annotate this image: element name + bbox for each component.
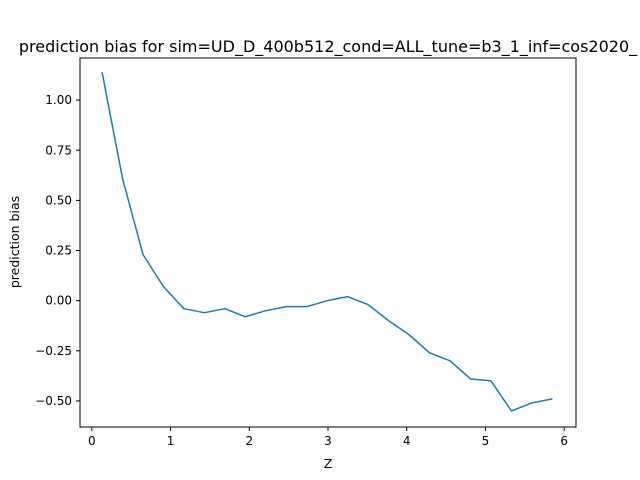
y-tick-label: 0.50: [45, 193, 72, 207]
x-tick-label: 4: [403, 434, 411, 448]
chart-title: prediction bias for sim=UD_D_400b512_con…: [19, 37, 638, 57]
x-tick-label: 1: [167, 434, 175, 448]
series-line: [101, 71, 553, 412]
x-tick-label: 5: [482, 434, 490, 448]
y-tick-label: 0.25: [45, 244, 72, 258]
x-tick-label: 3: [324, 434, 332, 448]
plot-area-frame: [79, 57, 577, 428]
y-tick-label: −0.25: [35, 344, 72, 358]
y-tick-label: 0.75: [45, 143, 72, 157]
y-tick-label: −0.50: [35, 394, 72, 408]
x-tick-label: 2: [245, 434, 253, 448]
x-tick-label: 6: [560, 434, 568, 448]
y-tick-label: 0.00: [45, 294, 72, 308]
y-tick-label: 1.00: [45, 93, 72, 107]
x-tick-label: 0: [88, 434, 96, 448]
x-axis-ticks: 0 1 2 3 4 5 6: [88, 427, 568, 448]
x-axis-label: Z: [324, 456, 333, 471]
series-layer: [101, 71, 553, 412]
y-axis-label: prediction bias: [7, 196, 22, 288]
y-axis-ticks: −0.50 −0.25 0.00 0.25 0.50 0.75 1.00: [35, 93, 80, 408]
